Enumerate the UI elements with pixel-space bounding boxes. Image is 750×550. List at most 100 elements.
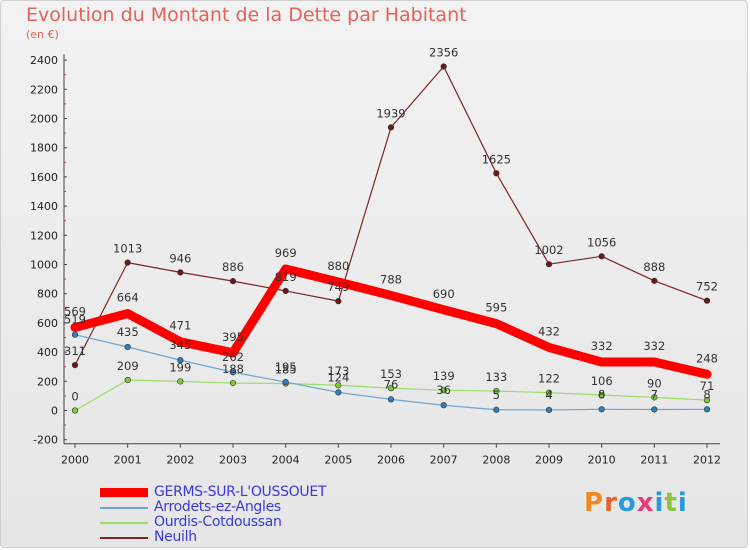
data-point (71, 361, 79, 369)
data-point (651, 394, 658, 401)
data-label: 153 (380, 367, 402, 381)
data-point (229, 278, 237, 285)
data-label: 432 (538, 324, 560, 338)
data-label: 4 (545, 388, 552, 402)
data-point (651, 406, 658, 413)
data-point (493, 170, 500, 177)
data-point (335, 298, 342, 305)
data-point (71, 407, 79, 414)
data-label: 690 (433, 287, 455, 301)
data-point (703, 406, 711, 413)
data-label: 1013 (113, 242, 142, 256)
data-point (282, 287, 289, 295)
logo-letter: r (604, 488, 618, 518)
legend-swatch-arrodets (100, 507, 148, 509)
x-tick-label: 2003 (219, 454, 247, 467)
series-line-0 (70, 264, 712, 379)
x-tick-label: 2002 (166, 454, 194, 467)
y-tick-label: 1200 (30, 229, 58, 242)
data-label: 90 (647, 376, 662, 390)
data-label: 395 (222, 330, 244, 344)
proxiti-logo: Proxiti (584, 488, 688, 518)
data-label: 880 (327, 259, 349, 273)
data-label: 8 (703, 387, 710, 401)
legend-label-ourdis: Ourdis-Cotdoussan (154, 514, 282, 530)
y-tick-label: 2200 (30, 83, 58, 96)
legend-swatch-neuilh (100, 537, 148, 539)
data-label: 76 (384, 377, 399, 391)
data-point (335, 382, 342, 389)
y-tick-label: 2400 (30, 54, 58, 67)
y-tick-label: 800 (37, 288, 58, 301)
y-tick-label: 200 (37, 375, 58, 388)
data-label: 519 (64, 313, 86, 327)
data-point (440, 63, 447, 70)
data-point (335, 389, 342, 396)
data-label: 209 (117, 359, 139, 373)
data-label: 888 (643, 260, 665, 274)
legend-item-neuilh: Neuilh (100, 530, 400, 545)
x-tick-label: 2000 (61, 454, 89, 467)
data-label: 788 (380, 272, 402, 286)
chart-title: Evolution du Montant de la Dette par Hab… (26, 4, 467, 26)
data-label: 199 (169, 360, 191, 374)
data-label: 946 (169, 251, 191, 265)
data-label: 1056 (587, 235, 616, 249)
y-tick-label: 1600 (30, 171, 58, 184)
legend-item-germs: GERMS-SUR-L'OUSSOUET (100, 485, 400, 500)
data-label: 311 (64, 344, 86, 358)
data-label: 133 (485, 370, 507, 384)
data-point (703, 297, 711, 304)
data-label: 1002 (534, 243, 563, 257)
y-tick-label: 0 (51, 405, 58, 418)
data-point (124, 343, 131, 351)
legend-swatch-ourdis (100, 522, 148, 524)
x-tick-label: 2011 (640, 454, 668, 467)
x-tick-label: 2001 (114, 454, 142, 467)
data-label: 188 (222, 362, 244, 376)
data-point (598, 406, 605, 413)
x-tick-label: 2008 (482, 454, 510, 467)
data-label: 435 (117, 325, 139, 339)
data-point (703, 397, 711, 404)
data-point (229, 369, 237, 376)
logo-letter: t (664, 488, 678, 518)
data-point (71, 331, 79, 338)
data-point (124, 259, 131, 266)
data-label: 106 (591, 374, 613, 388)
logo-letter: i (677, 488, 688, 518)
y-tick-label: -200 (33, 434, 58, 447)
data-label: 7 (651, 387, 658, 401)
legend-label-arrodets: Arrodets-ez-Angles (154, 499, 281, 515)
data-point (493, 387, 500, 395)
data-point (598, 253, 605, 260)
y-tick-label: 400 (37, 346, 58, 359)
data-label: 1625 (482, 152, 511, 166)
data-label: 332 (591, 339, 613, 353)
data-label: 185 (275, 362, 297, 376)
data-point (545, 261, 553, 268)
y-tick-label: 1400 (30, 200, 58, 213)
data-label: 345 (169, 338, 191, 352)
data-label: 749 (327, 280, 349, 294)
data-label: 124 (327, 370, 349, 384)
data-label: 195 (275, 360, 297, 374)
data-label: 886 (222, 260, 244, 274)
data-point (440, 402, 447, 409)
data-label: 122 (538, 372, 560, 386)
data-label: 664 (117, 291, 139, 305)
data-label: 569 (64, 304, 86, 318)
data-point (440, 387, 447, 394)
data-point (493, 406, 500, 413)
data-point (598, 391, 605, 399)
legend-label-germs: GERMS-SUR-L'OUSSOUET (154, 484, 327, 500)
data-label: 2356 (429, 46, 458, 60)
data-label: 8 (598, 387, 605, 401)
data-point (545, 389, 553, 396)
legend-label-neuilh: Neuilh (154, 529, 197, 545)
data-label: 595 (485, 301, 507, 315)
x-tick-label: 2005 (324, 454, 352, 467)
logo-letter: i (654, 488, 665, 518)
